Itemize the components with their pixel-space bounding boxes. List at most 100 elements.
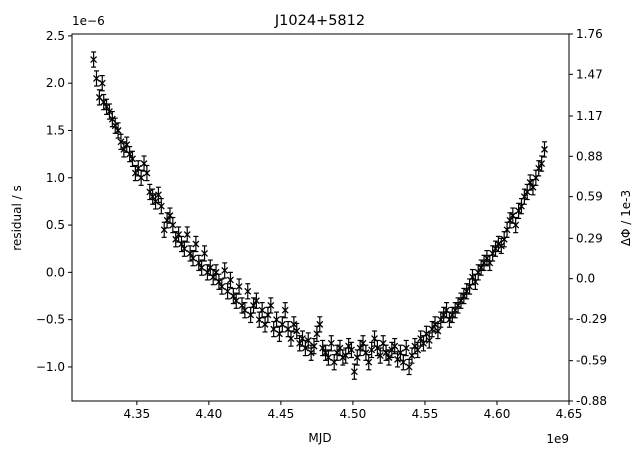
data-point — [434, 322, 442, 340]
x-axis: 4.35 4.40 4.45 4.50 4.55 4.60 4.65 — [123, 401, 582, 421]
data-point — [503, 221, 511, 238]
data-point — [448, 306, 456, 324]
plot-frame — [71, 33, 570, 402]
data-point — [103, 98, 111, 115]
data-point — [267, 297, 275, 314]
data-point — [538, 155, 546, 172]
data-point — [146, 183, 154, 201]
data-point — [477, 259, 485, 276]
data-point — [247, 306, 255, 324]
data-point — [451, 302, 459, 319]
data-point — [129, 150, 136, 168]
y-offset-text: 1e−6 — [72, 14, 105, 28]
data-point — [405, 358, 413, 376]
y-right-tick-label: 0.88 — [576, 149, 603, 163]
data-point — [454, 297, 462, 314]
data-point — [258, 302, 266, 319]
data-point — [238, 297, 246, 314]
data-point — [512, 216, 520, 234]
y-right-tick-label: -0.59 — [576, 354, 607, 368]
y-tick-label: −1.0 — [36, 360, 65, 374]
y-right-tick-label: -0.88 — [576, 394, 607, 408]
y-tick-label: 0.0 — [46, 265, 65, 279]
data-point — [95, 89, 103, 106]
y-right-tick-label: 1.17 — [576, 109, 603, 123]
data-point — [284, 320, 292, 338]
x-tick-label: 4.40 — [195, 407, 222, 421]
data-point — [353, 349, 361, 366]
data-point — [218, 278, 226, 295]
data-point — [506, 212, 514, 229]
data-point — [365, 354, 373, 371]
data-point — [275, 325, 283, 343]
data-point — [278, 316, 286, 333]
y-right-tick-label: -0.29 — [576, 312, 607, 326]
data-point — [224, 283, 232, 300]
data-point — [90, 51, 98, 68]
data-point — [180, 240, 188, 257]
y-axis-left: −1.0 −0.5 0.0 0.5 1.0 1.5 2.0 2.5 — [36, 29, 72, 374]
data-point — [474, 264, 482, 281]
data-point — [189, 250, 197, 267]
chart-title: J1024+5812 — [274, 13, 365, 29]
data-point — [376, 347, 384, 364]
data-point — [304, 332, 312, 349]
data-point — [157, 197, 165, 215]
x-tick-label: 4.45 — [268, 407, 295, 421]
data-point — [264, 306, 272, 324]
data-point — [160, 221, 168, 238]
data-point — [126, 145, 134, 163]
y-tick-label: 1.0 — [46, 171, 65, 185]
data-point — [483, 250, 491, 267]
data-point — [261, 316, 269, 333]
data-point — [497, 237, 505, 255]
x-tick-label: 4.50 — [340, 407, 367, 421]
data-point — [255, 311, 263, 328]
data-point — [443, 302, 451, 319]
y-tick-label: 0.5 — [46, 218, 65, 232]
data-point — [198, 259, 206, 276]
data-point — [382, 344, 390, 361]
data-point — [299, 330, 306, 347]
data-point — [229, 287, 237, 305]
data-point — [232, 292, 240, 309]
data-point — [154, 186, 162, 203]
data-point — [327, 335, 335, 352]
data-point — [350, 363, 358, 380]
y-axis-label: residual / s — [10, 185, 24, 250]
data-point — [362, 344, 370, 361]
data-point — [532, 169, 540, 186]
data-point — [137, 169, 145, 186]
data-point — [270, 320, 278, 338]
data-point — [515, 202, 523, 220]
data-point — [333, 344, 341, 361]
x-offset-text: 1e9 — [546, 432, 569, 446]
y-right-tick-label: 0.0 — [576, 272, 595, 286]
y-axis-right-label: ΔΦ / 1e-3 — [619, 190, 633, 246]
data-point — [541, 141, 548, 158]
data-point — [489, 245, 497, 262]
data-point — [319, 339, 327, 357]
data-point — [273, 311, 281, 328]
data-point — [221, 262, 229, 279]
data-point — [368, 341, 376, 359]
data-point — [445, 311, 453, 328]
y-right-tick-label: 0.59 — [576, 190, 603, 204]
data-point — [330, 354, 338, 371]
data-point — [206, 259, 214, 276]
data-point — [172, 231, 180, 248]
data-point — [215, 273, 223, 290]
data-point — [457, 292, 465, 309]
data-point — [281, 302, 289, 319]
data-point — [183, 226, 191, 243]
data-point — [460, 287, 468, 305]
data-point — [371, 330, 378, 347]
data-point — [209, 268, 217, 286]
data-point — [500, 231, 508, 248]
y-tick-label: −0.5 — [36, 313, 65, 327]
data-point — [469, 268, 476, 286]
data-point — [169, 216, 177, 234]
data-point — [114, 122, 122, 139]
data-point — [252, 292, 260, 309]
